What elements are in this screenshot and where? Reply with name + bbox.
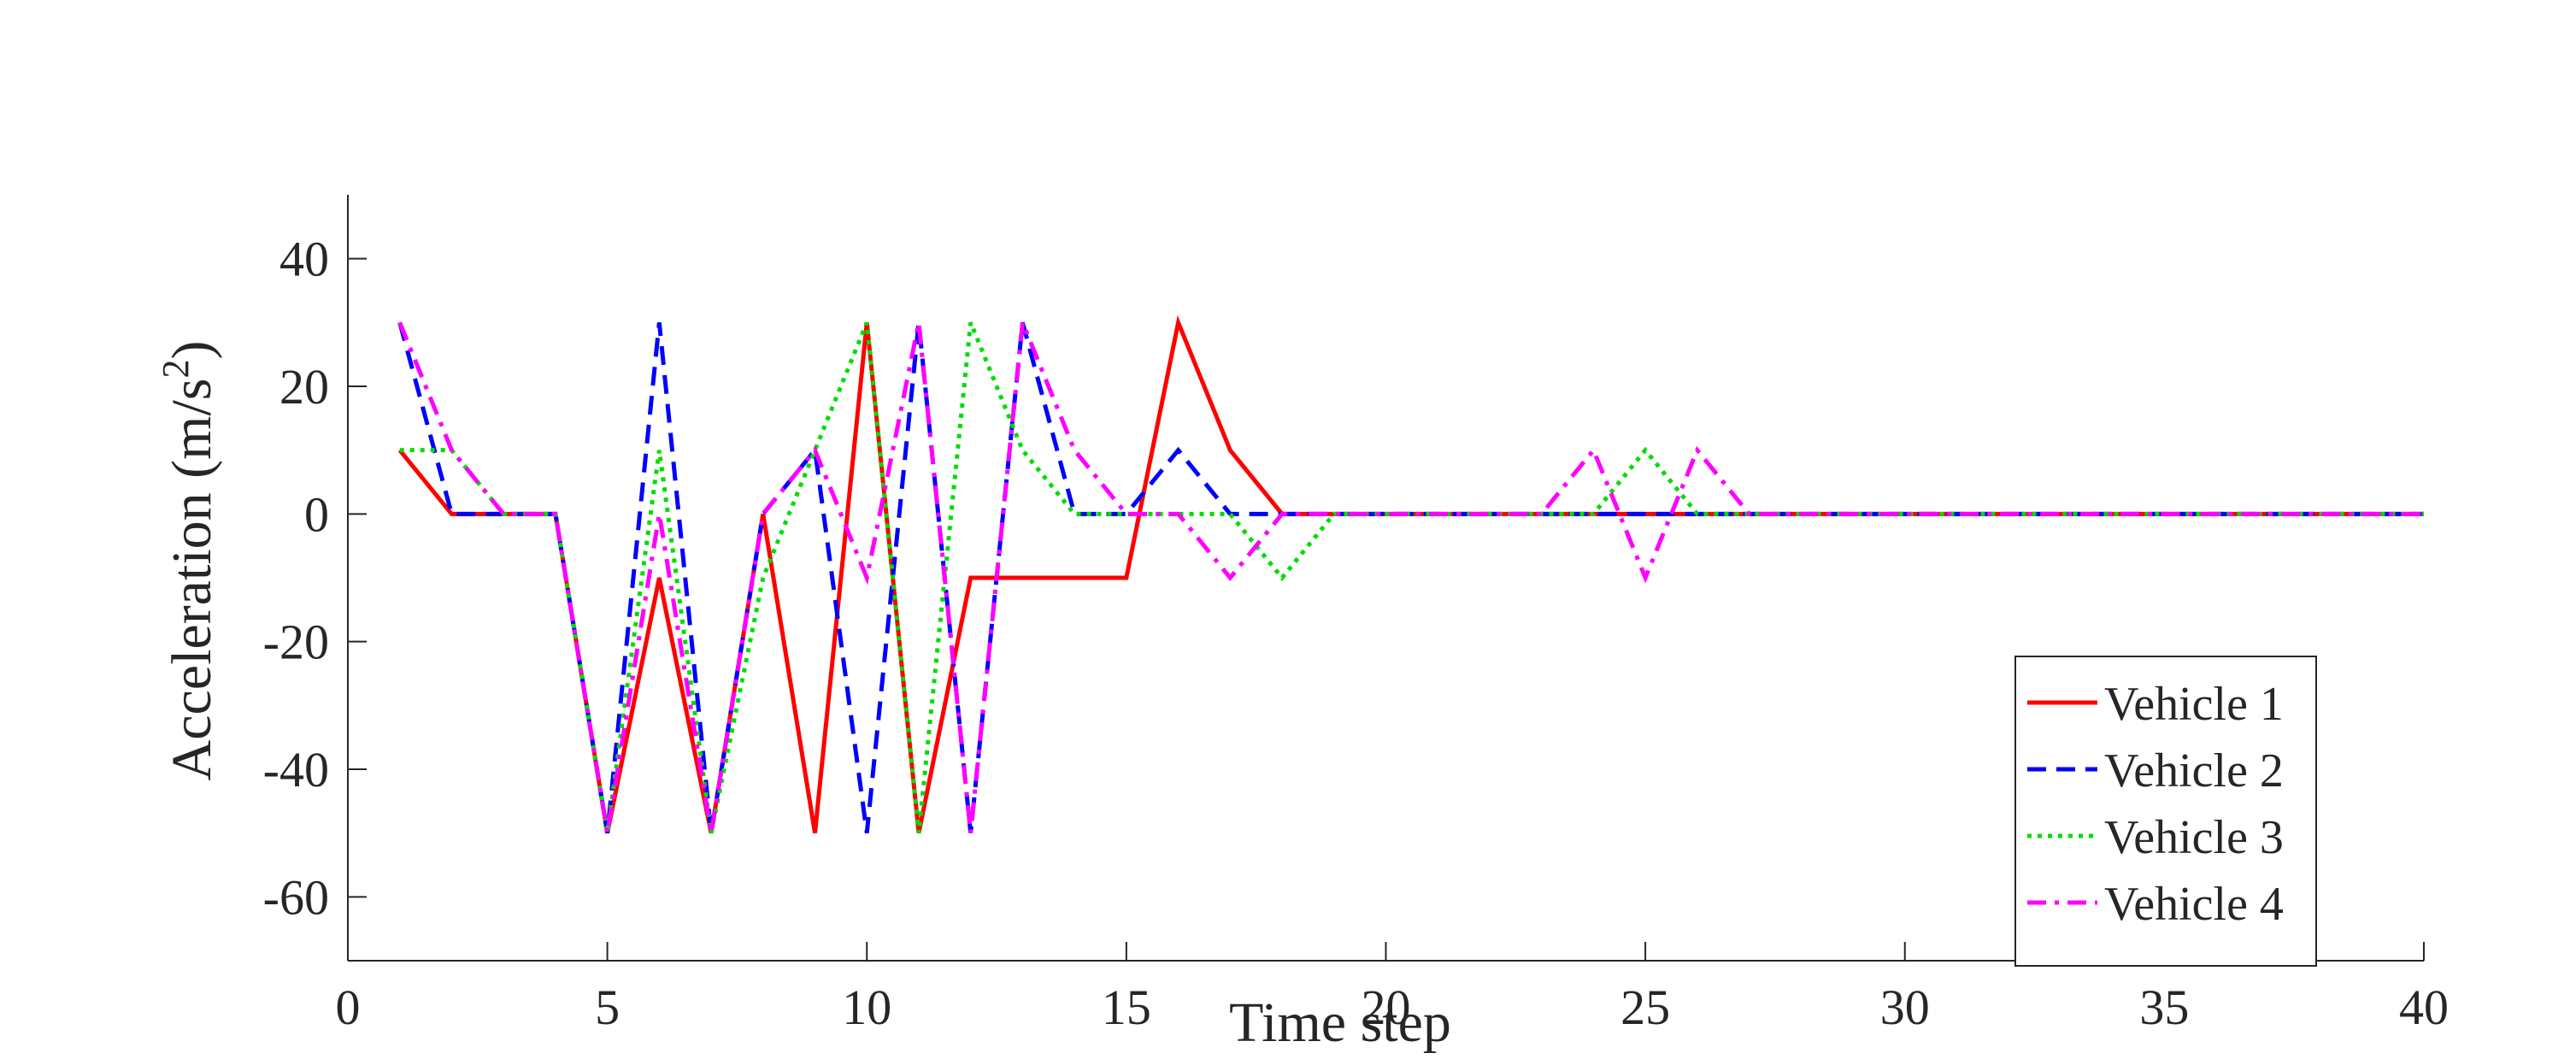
y-tick-label: -40 (263, 742, 329, 797)
legend-box (2014, 656, 2317, 967)
x-axis-label: Time step (1229, 991, 1451, 1054)
x-tick-label: 20 (1362, 980, 1411, 1035)
axes: 0 5 10 15 20 25 30 35 40 -60 -40 -20 0 20 40 (263, 195, 2449, 1035)
x-tick-label: 15 (1102, 980, 1151, 1035)
x-tick-label: 25 (1620, 980, 1670, 1035)
x-tick-label: 5 (595, 980, 620, 1035)
x-tick-label: 0 (336, 980, 361, 1035)
legend: Vehicle 1 Vehicle 2 Vehicle 3 Vehicle 4 (2014, 656, 2317, 967)
legend-label: Vehicle 4 (2104, 878, 2284, 931)
series-line-2 (397, 321, 2424, 834)
y-axis-label-main: Acceleration (m/s (161, 379, 223, 781)
x-tick-label: 35 (2139, 980, 2189, 1035)
legend-label: Vehicle 3 (2104, 811, 2284, 864)
y-axis-label: Acceleration (m/s2) (155, 341, 223, 781)
x-tick-label: 30 (1880, 980, 1930, 1035)
y-axis-label-superscript: 2 (155, 360, 197, 379)
legend-label: Vehicle 1 (2104, 678, 2284, 731)
y-tick-label: 20 (279, 359, 329, 415)
y-tick-label: 40 (279, 232, 329, 287)
x-tick-label: 40 (2399, 980, 2449, 1035)
y-tick-label: 0 (304, 486, 329, 542)
axis-labels: Time step Acceleration (m/s2) (155, 341, 1451, 1054)
series-group (397, 315, 2424, 834)
x-tick-label: 10 (842, 980, 891, 1035)
legend-label: Vehicle 2 (2104, 744, 2284, 797)
y-tick-label: -60 (263, 869, 329, 925)
y-tick-label: -20 (263, 615, 329, 670)
series-line-4 (397, 321, 2424, 834)
y-axis-label-suffix: ) (161, 341, 223, 360)
